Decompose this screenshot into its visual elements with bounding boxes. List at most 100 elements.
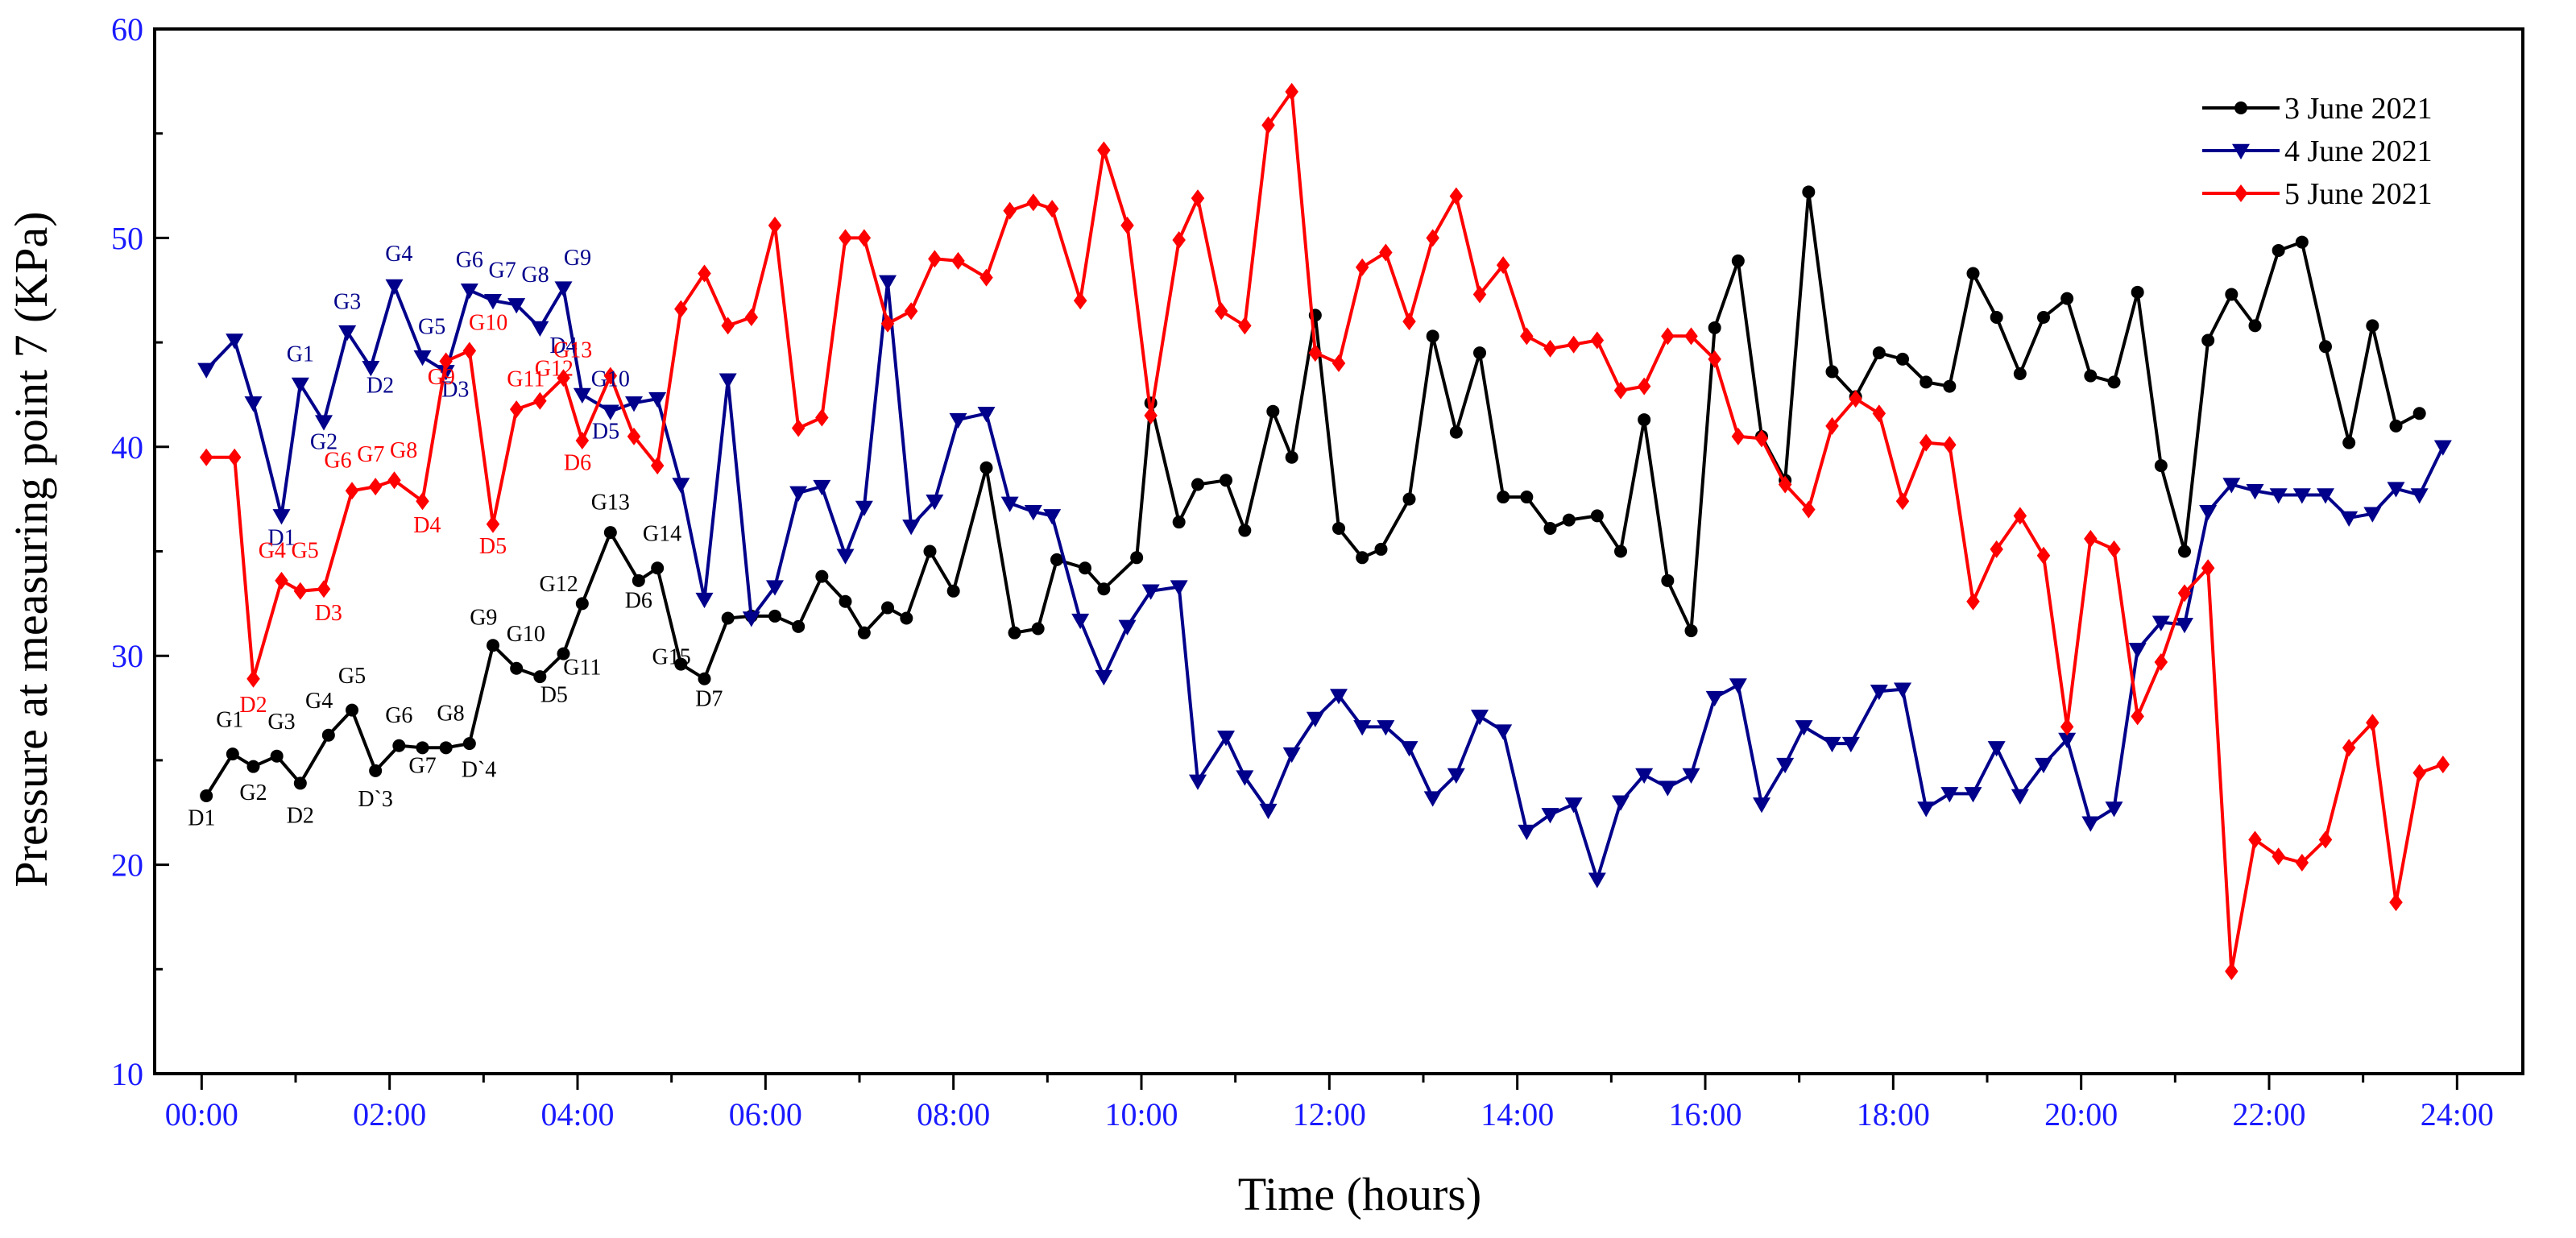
data-point [1613, 381, 1628, 400]
data-point [979, 268, 993, 287]
data-point [533, 391, 547, 410]
data-point [338, 325, 357, 342]
point-annotation: D3 [315, 601, 342, 626]
data-point [1045, 200, 1059, 218]
data-point [1003, 201, 1017, 220]
data-point [2412, 764, 2426, 782]
data-point [1849, 390, 1862, 408]
point-annotation: D4 [413, 513, 441, 538]
data-point [900, 611, 913, 625]
point-annotation: D5 [592, 419, 619, 444]
data-point [1708, 350, 1721, 368]
data-point [1217, 731, 1235, 747]
data-point [416, 492, 429, 511]
data-point [2105, 801, 2123, 818]
data-point [1377, 720, 1395, 736]
data-point [951, 251, 965, 270]
data-point [1141, 584, 1160, 600]
data-point [1896, 352, 1909, 366]
data-point [2225, 962, 2238, 980]
data-point [2318, 830, 2333, 849]
data-point [246, 669, 260, 688]
data-point [1266, 404, 1280, 418]
data-point [1894, 682, 1911, 698]
data-point [2131, 285, 2144, 299]
legend-item: 4 June 2021 [2202, 135, 2433, 168]
point-annotation: D2 [367, 373, 394, 398]
data-point [275, 571, 288, 590]
data-point [721, 611, 735, 625]
data-point [2058, 732, 2077, 748]
data-point [789, 486, 808, 502]
data-point [1567, 335, 1580, 354]
data-point [1353, 720, 1372, 736]
data-point [2154, 459, 2168, 473]
data-point [575, 597, 589, 611]
point-annotation: G9 [470, 605, 497, 630]
data-point [1917, 801, 1936, 818]
data-point [226, 333, 244, 350]
data-point [437, 365, 455, 381]
data-point [462, 342, 477, 360]
data-point [439, 352, 453, 371]
data-point [1496, 256, 1510, 275]
data-point [2363, 507, 2382, 523]
data-point [1282, 747, 1301, 764]
point-annotation: G8 [390, 438, 417, 463]
data-point [487, 639, 499, 652]
data-point [1449, 425, 1463, 439]
data-point [792, 619, 806, 633]
data-point [721, 317, 735, 335]
data-point [1447, 768, 1465, 785]
data-point [879, 275, 897, 291]
data-point [1562, 513, 1576, 527]
data-point [1285, 82, 1298, 101]
point-annotation: D3 [441, 378, 469, 403]
data-point [1172, 515, 1186, 529]
data-point [1705, 690, 1724, 707]
data-point [1189, 774, 1207, 790]
series-2 [197, 275, 2452, 888]
data-point [2366, 319, 2379, 333]
data-point [1870, 685, 1888, 701]
point-annotation: G2 [239, 780, 267, 805]
data-point [1449, 187, 1464, 205]
point-annotation: G5 [338, 664, 366, 689]
point-annotation: D1 [267, 526, 295, 551]
data-point [413, 350, 432, 366]
data-point [1520, 327, 1534, 346]
data-point [2199, 504, 2218, 521]
data-point [197, 362, 216, 379]
data-point [270, 749, 284, 763]
data-point [1731, 427, 1746, 445]
data-point [904, 302, 918, 321]
data-point [791, 419, 806, 437]
point-annotation: G4 [305, 689, 333, 714]
data-point [385, 279, 404, 296]
data-point [200, 789, 213, 802]
data-point [1825, 416, 1839, 435]
data-point [1472, 285, 1487, 304]
data-point [1661, 573, 1675, 587]
data-point [839, 594, 852, 608]
data-point [1990, 540, 2003, 558]
data-point [2037, 310, 2050, 324]
point-annotation: G12 [540, 572, 578, 597]
data-point [2389, 419, 2403, 433]
data-point [1708, 321, 1721, 334]
data-point [946, 584, 960, 598]
point-annotation: G8 [521, 263, 549, 288]
data-point [1170, 580, 1188, 596]
data-point [1238, 317, 1252, 335]
data-point [1308, 344, 1323, 362]
data-point [902, 520, 921, 536]
x-axis-title: Time (hours) [1238, 1168, 1481, 1220]
point-annotation: D7 [695, 686, 723, 711]
data-point [1374, 542, 1388, 556]
data-point [575, 432, 590, 450]
data-point [1494, 724, 1513, 740]
y-tick-label: 20 [111, 847, 143, 884]
data-point [1306, 711, 1324, 728]
data-point [1940, 787, 1959, 803]
data-point [855, 500, 873, 517]
